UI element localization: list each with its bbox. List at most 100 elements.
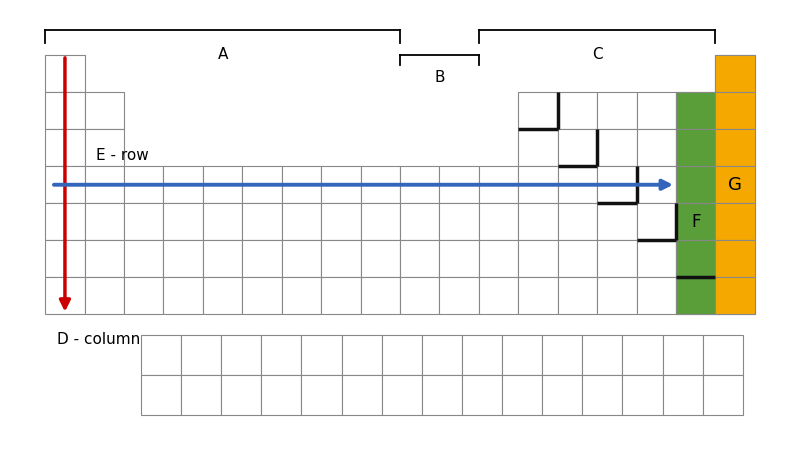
Bar [715,92,754,129]
Bar [676,166,715,203]
Bar [462,334,502,375]
Bar [518,92,558,129]
Bar [282,203,321,240]
Bar [422,334,462,375]
Bar [518,240,558,277]
Bar [439,277,479,315]
Bar [715,166,754,203]
Bar [542,375,582,415]
Bar [502,334,542,375]
Bar [203,203,242,240]
Bar [262,334,302,375]
Bar [502,375,542,415]
Bar [181,334,221,375]
Text: A: A [218,47,228,63]
Bar [518,203,558,240]
Bar [715,55,754,92]
Bar [676,277,715,315]
Bar [676,92,715,129]
Bar [361,277,400,315]
Bar [702,334,743,375]
Bar [46,240,85,277]
Bar [163,166,203,203]
Bar [85,129,124,166]
Bar [676,240,715,277]
Bar [124,203,163,240]
Bar [715,277,754,315]
Bar [203,166,242,203]
Bar [637,92,676,129]
Bar [400,203,439,240]
Bar [558,166,597,203]
Bar [321,166,361,203]
Bar [715,129,754,166]
Text: G: G [728,176,742,194]
Bar [662,375,702,415]
Bar [85,240,124,277]
Bar [582,334,622,375]
Bar [282,240,321,277]
Bar [361,166,400,203]
Bar [558,92,597,129]
Bar [400,240,439,277]
Bar [321,277,361,315]
Bar [85,92,124,129]
Text: F: F [691,213,700,231]
Bar [622,334,662,375]
Bar [382,334,422,375]
Bar [46,55,85,92]
Bar [124,166,163,203]
Bar [558,277,597,315]
Bar [163,203,203,240]
Bar [597,129,637,166]
Bar [321,240,361,277]
Bar [221,375,262,415]
Bar [676,166,715,203]
Bar [558,240,597,277]
Bar [361,203,400,240]
Text: C: C [592,47,602,63]
Bar [676,129,715,166]
Bar [676,203,715,240]
Bar [46,203,85,240]
Bar [439,166,479,203]
Bar [85,203,124,240]
Bar [124,277,163,315]
Bar [637,277,676,315]
Bar [715,203,754,240]
Bar [662,334,702,375]
Bar [597,166,637,203]
Bar [203,277,242,315]
Bar [439,240,479,277]
Bar [282,277,321,315]
Bar [637,129,676,166]
Bar [400,166,439,203]
Bar [302,334,342,375]
Bar [203,240,242,277]
Bar [715,277,754,315]
Bar [597,92,637,129]
Bar [715,203,754,240]
Bar [715,166,754,203]
Bar [361,240,400,277]
Bar [242,166,282,203]
Bar [85,277,124,315]
Bar [715,240,754,277]
Bar [282,166,321,203]
Bar [85,166,124,203]
Bar [382,375,422,415]
Bar [582,375,622,415]
Bar [702,375,743,415]
Bar [479,240,518,277]
Bar [221,334,262,375]
Bar [518,166,558,203]
Bar [597,240,637,277]
Bar [422,375,462,415]
Bar [637,203,676,240]
Bar [462,375,502,415]
Bar [342,334,382,375]
Bar [676,277,715,315]
Bar [676,240,715,277]
Bar [542,334,582,375]
Text: D - column: D - column [57,333,140,347]
